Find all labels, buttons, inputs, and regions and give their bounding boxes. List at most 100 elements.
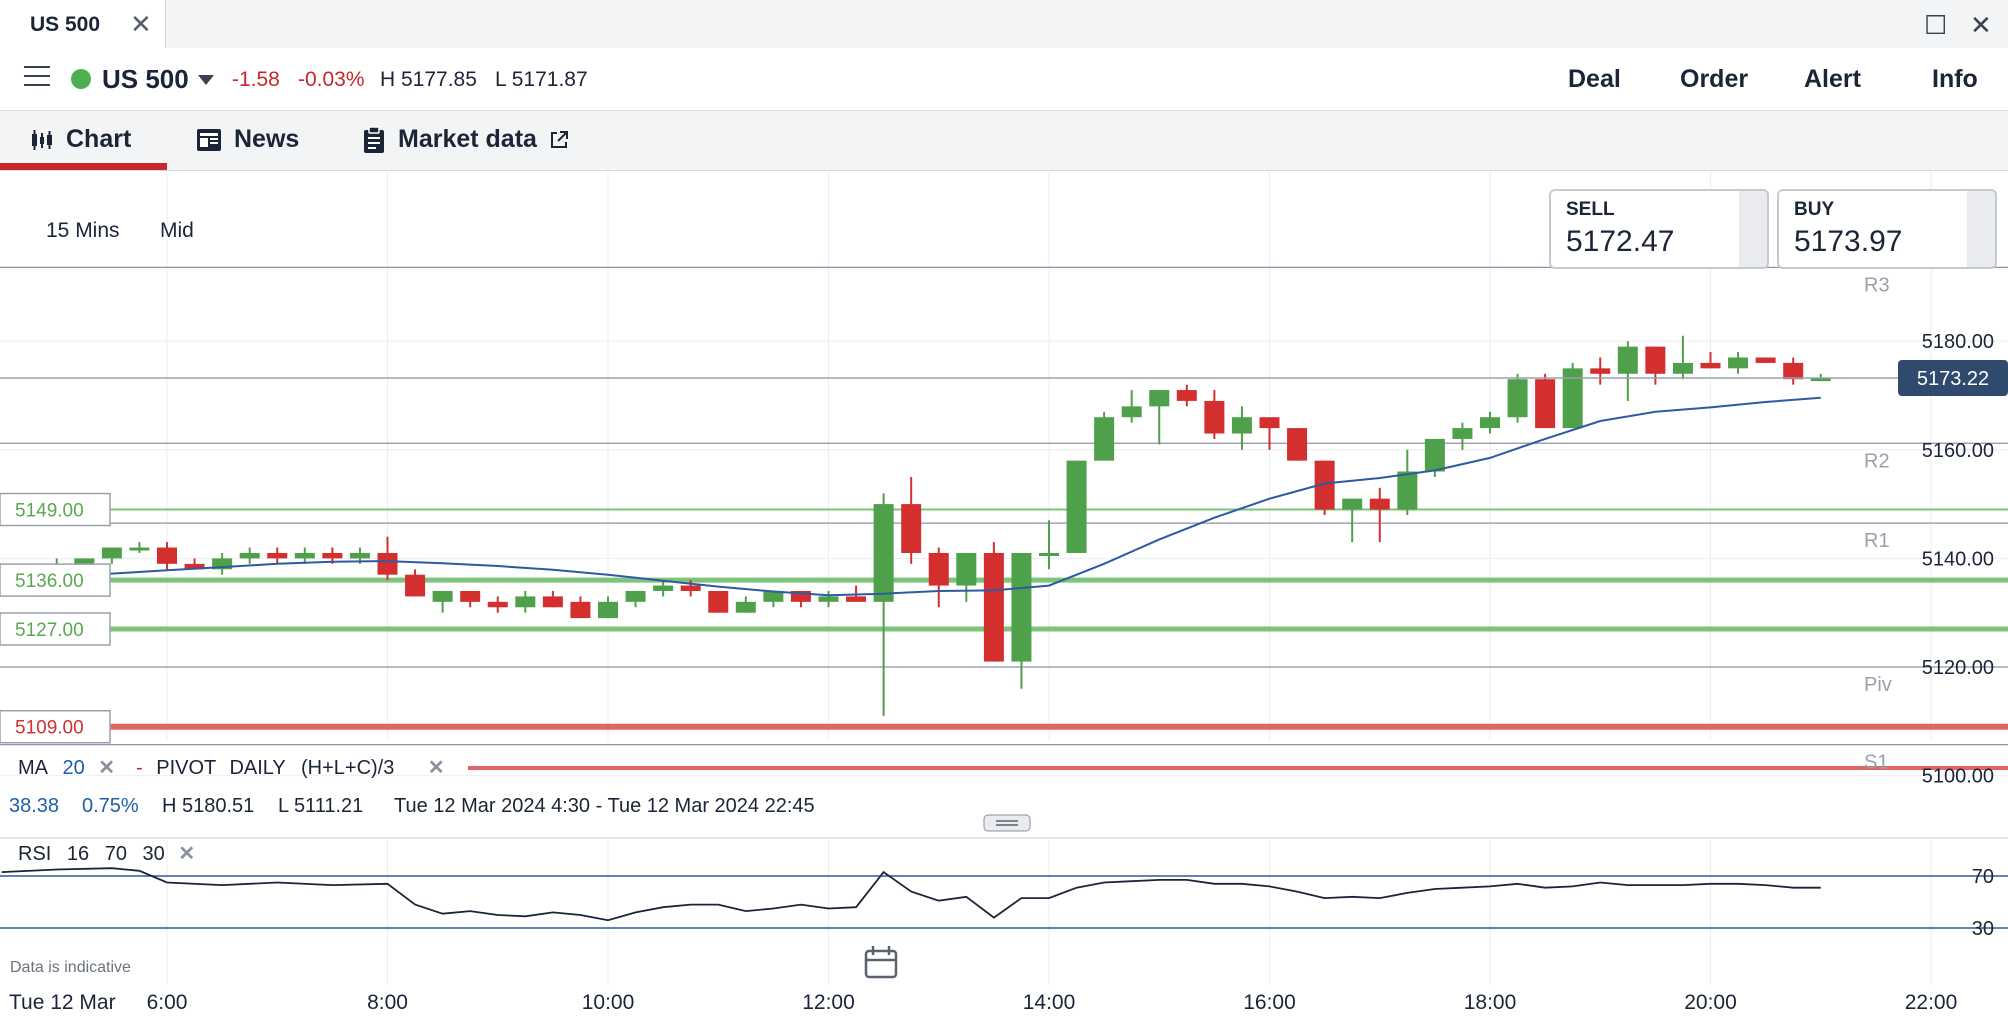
price-level-label: 5109.00 [15,718,84,739]
candle-down [1369,498,1390,510]
tab-title: US 500 [30,13,101,36]
maximize-icon[interactable]: ☐ [1924,10,1948,40]
candle-up [1617,346,1638,374]
market-status-icon [71,69,91,89]
tab-market-data-label: Market data [398,125,537,153]
order-button[interactable]: Order [1680,65,1749,93]
remove-ma-icon[interactable]: ✕ [98,757,116,779]
window-tab-bar: US 500 ✕ ☐ ✕ [0,0,2008,49]
candle-down [1204,400,1225,434]
candle-down [983,552,1004,662]
candle-up [74,558,95,564]
candle-down [790,590,811,602]
candle-up [1424,438,1445,472]
candle-down [1259,417,1280,429]
menu-icon[interactable] [24,66,50,88]
candlestick-icon [32,129,52,150]
chart-area[interactable]: 5180.00 5160.00 5140.00 5120.00 5100.00 R3 R2… [0,171,2008,1016]
candle-up [515,596,536,608]
rsi-lower: 30 [142,843,165,865]
ma-legend[interactable]: MA 20 ✕ [18,755,115,780]
date-label: Tue 12 Mar [9,991,116,1014]
pivot-label-r3: R3 [1864,274,1890,296]
x-axis-label: 14:00 [1023,991,1076,1014]
clipboard-icon [364,125,384,153]
calendar-icon[interactable] [864,946,898,979]
pivot-label: PIVOT [156,757,216,779]
tab-news[interactable]: News [196,125,299,154]
candle-up [294,552,315,559]
price-type-select[interactable]: Mid [160,219,194,242]
price-change-percent: -0.03% [298,68,365,91]
candle-up [1094,417,1115,461]
candle-up [1397,471,1418,510]
pivot-label-s1: S1 [1864,752,1888,774]
pivot-label-r2: R2 [1864,450,1890,472]
x-axis-label: 10:00 [582,991,635,1014]
panel-resize-handle[interactable] [983,814,1031,832]
instrument-tab[interactable]: US 500 ✕ [0,0,166,48]
candle-down [184,563,205,570]
rsi-level-label: 30 [1972,918,1994,940]
candle-down [1314,460,1335,510]
y-axis-label: 5160.00 [1922,440,1994,462]
range-period: Tue 12 Mar 2024 4:30 - Tue 12 Mar 2024 2… [394,795,815,817]
price-chart[interactable]: 5180.00 5160.00 5140.00 5120.00 5100.00 R3 R2… [0,171,2008,1016]
candle-up [101,547,122,559]
candle-up [1480,417,1500,429]
sell-button[interactable]: SELL 5172.47 [1549,189,1769,269]
pivot-label-r1: R1 [1864,530,1890,552]
x-axis-label: 18:00 [1464,991,1517,1014]
rsi-legend[interactable]: RSI 16 70 30 ✕ [18,841,195,866]
candle-up [1562,368,1583,429]
newspaper-icon [197,128,221,151]
candle-down [267,552,288,559]
candle-down [377,552,398,575]
candle-down [680,585,701,591]
candle-up [956,552,977,586]
deal-button[interactable]: Deal [1568,65,1621,93]
info-button[interactable]: Info [1932,65,1978,93]
candle-down [1535,379,1556,429]
instrument-header: US 500 -1.58 -0.03% H 5177.85 L 5171.87 … [0,48,2008,111]
range-change: 38.38 [9,795,60,817]
remove-pivot-icon[interactable]: ✕ [427,757,445,779]
candle-up [1039,552,1059,556]
x-axis-label: 8:00 [367,991,408,1014]
candle-up [873,504,894,602]
buy-button[interactable]: BUY 5173.97 [1777,189,1997,269]
window-close-icon[interactable]: ✕ [1970,10,1992,40]
candle-up [763,590,784,602]
price-change: -1.58 [232,68,280,91]
remove-rsi-icon[interactable]: ✕ [178,843,196,865]
tab-market-data[interactable]: Market data [362,125,569,154]
chevron-down-icon[interactable] [198,75,214,85]
candle-down [1783,362,1804,380]
candle-down [542,596,563,608]
rsi-level-label: 70 [1972,866,1994,888]
alert-button[interactable]: Alert [1804,65,1861,93]
tab-chart[interactable]: Chart [30,125,131,154]
candle-down [1645,346,1666,374]
candle-up [212,558,233,570]
price-level-badge [0,612,111,646]
instrument-name[interactable]: US 500 [102,64,189,94]
buy-price: 5173.97 [1794,225,1903,258]
price-level-label: 5127.00 [15,620,84,641]
candle-down [846,596,867,602]
candle-up [1149,390,1170,407]
candle-down [460,590,481,602]
rsi-line [1,867,1821,922]
candle-down [901,504,922,553]
x-axis-label: 22:00 [1905,991,1958,1014]
candle-up [1728,357,1749,369]
tab-news-label: News [234,125,300,153]
close-icon[interactable]: ✕ [130,9,152,39]
price-level-badge [0,563,111,597]
pivot-legend[interactable]: - PIVOT DAILY (H+L+C)/3 ✕ [136,757,445,779]
candle-down [1590,368,1611,374]
candle-up [432,590,453,602]
timeframe-select[interactable]: 15 Mins [46,219,120,242]
candle-up [1231,417,1252,434]
range-low: L 5111.21 [278,795,364,817]
